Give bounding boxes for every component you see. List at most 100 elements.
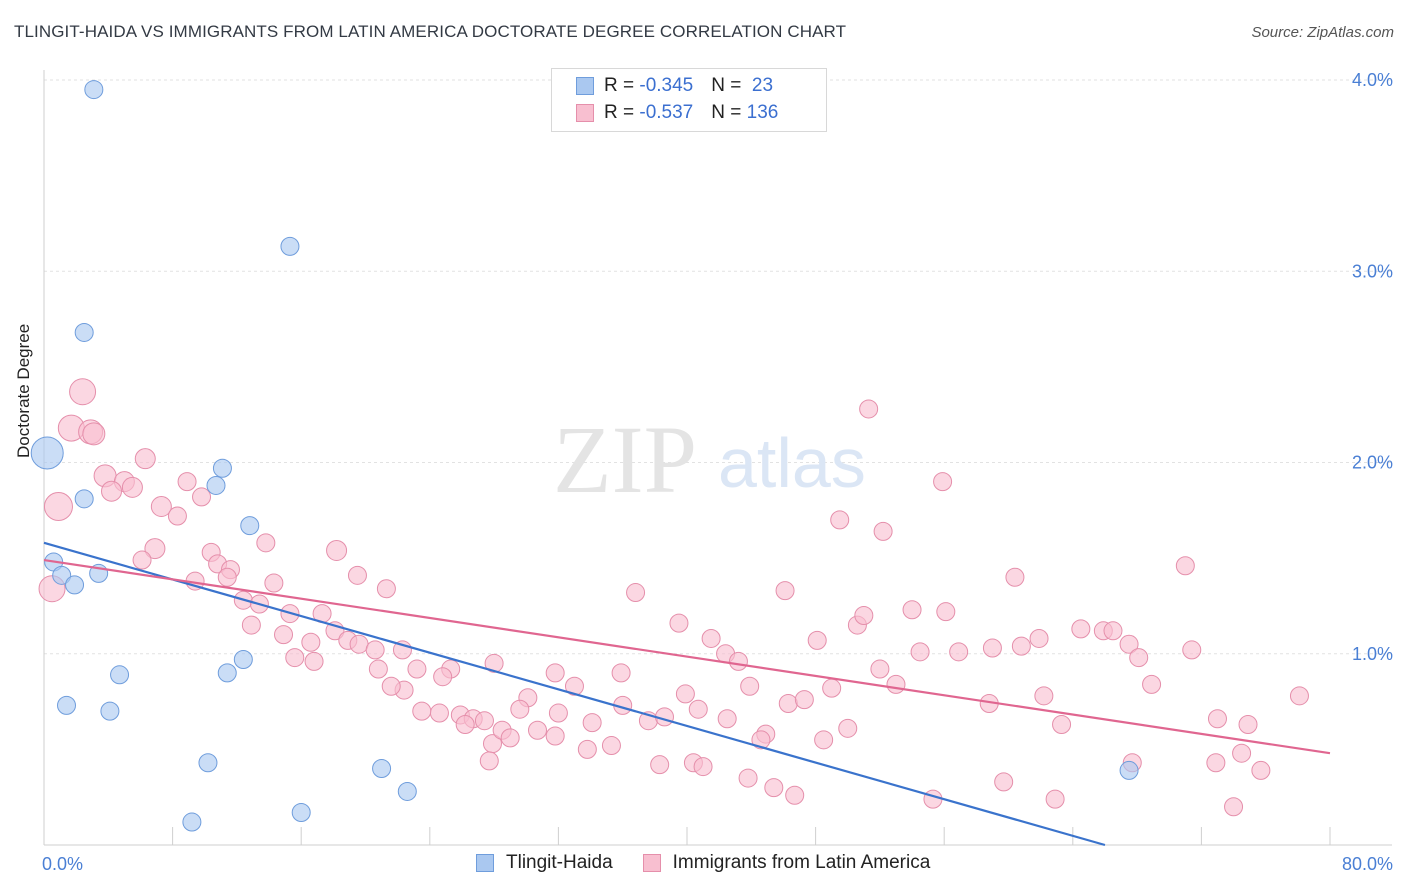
latin-america-point	[982, 638, 1002, 658]
latin-america-point	[177, 472, 197, 492]
latin-america-point	[82, 422, 106, 446]
latin-america-point	[870, 659, 890, 679]
latin-america-point	[785, 785, 805, 805]
tlingit-point	[74, 489, 94, 509]
latin-america-point	[728, 651, 748, 671]
tlingit-point	[30, 436, 64, 470]
latin-america-point	[365, 640, 385, 660]
latin-america-point	[548, 703, 568, 723]
latin-america-point	[923, 789, 943, 809]
watermark-atlas: atlas	[718, 424, 866, 502]
latin-america-point	[455, 715, 475, 735]
legend-swatch-tlingit	[576, 77, 594, 95]
n-value: 136	[746, 102, 779, 123]
legend-row-latin-america: R = -0.537 N = 136	[576, 101, 778, 125]
legend-row-tlingit: R = -0.345 N = 23	[576, 74, 773, 98]
latin-america-point	[1232, 743, 1252, 763]
latin-america-point	[701, 628, 721, 648]
r-label: R =	[604, 102, 640, 123]
latin-america-point	[121, 476, 143, 498]
latin-america-point	[407, 659, 427, 679]
latin-america-point	[433, 667, 453, 687]
latin-america-point	[740, 676, 760, 696]
tlingit-point	[65, 575, 85, 595]
latin-america-point	[134, 448, 156, 470]
latin-america-point	[949, 642, 969, 662]
legend-item-latin-america[interactable]: Immigrants from Latin America	[642, 852, 930, 874]
latin-america-point	[910, 642, 930, 662]
latin-america-point	[577, 739, 597, 759]
y-tick-label: 1.0%	[1352, 644, 1393, 664]
latin-america-point	[301, 632, 321, 652]
latin-america-point	[902, 600, 922, 620]
latin-america-point	[101, 480, 123, 502]
tlingit-point	[1119, 760, 1139, 780]
tlingit-point	[110, 665, 130, 685]
tlingit-point	[280, 236, 300, 256]
latin-america-point	[1238, 715, 1258, 735]
latin-america-point	[285, 648, 305, 668]
latin-america-point	[807, 630, 827, 650]
tlingit-point	[212, 458, 232, 478]
latin-america-point	[794, 690, 814, 710]
latin-america-point	[1029, 628, 1049, 648]
n-label: N =	[711, 102, 747, 123]
latin-america-trend-line	[43, 558, 1331, 755]
latin-america-point	[167, 506, 187, 526]
latin-america-point	[1175, 556, 1195, 576]
latin-america-point	[582, 713, 602, 733]
tlingit-point	[57, 695, 77, 715]
latin-america-point	[854, 606, 874, 625]
x-tick-label-min: 0.0%	[42, 854, 83, 874]
latin-america-point	[347, 565, 367, 585]
legend-label-tlingit: Tlingit-Haida	[506, 852, 613, 873]
latin-america-point	[693, 757, 713, 777]
x-tick-label-max: 80.0%	[1342, 854, 1393, 874]
latin-america-point	[474, 711, 494, 731]
latin-america-point	[1119, 634, 1139, 654]
latin-america-point	[1052, 715, 1072, 735]
latin-america-point	[192, 487, 212, 507]
legend-item-tlingit[interactable]: Tlingit-Haida	[476, 852, 613, 874]
legend-swatch-tlingit	[476, 854, 494, 872]
latin-america-point	[484, 653, 504, 673]
latin-america-point	[994, 772, 1014, 792]
tlingit-point	[291, 802, 311, 822]
latin-america-point	[1005, 567, 1025, 587]
tlingit-point	[198, 753, 218, 773]
latin-america-point	[1206, 753, 1226, 773]
tlingit-point	[74, 322, 94, 342]
trend-lines	[43, 541, 1331, 847]
latin-america-point	[936, 602, 956, 622]
latin-america-point	[669, 613, 689, 633]
series-legend: Tlingit-Haida Immigrants from Latin Amer…	[476, 852, 960, 874]
latin-america-point	[528, 720, 548, 740]
latin-america-point	[814, 730, 834, 750]
latin-america-point	[479, 751, 499, 771]
latin-america-point	[1129, 648, 1149, 668]
latin-america-point	[1011, 636, 1031, 656]
latin-america-point	[1182, 640, 1202, 660]
latin-america-point	[256, 533, 276, 553]
latin-america-point	[510, 699, 530, 719]
latin-america-point	[933, 472, 953, 492]
latin-america-point	[738, 768, 758, 788]
latin-america-point	[304, 651, 324, 671]
latin-america-point	[241, 615, 261, 635]
tlingit-point	[100, 701, 120, 721]
latin-america-point	[1289, 686, 1309, 706]
tlingit-point	[84, 80, 104, 100]
watermark: ZIP atlas	[553, 406, 866, 513]
chart-title: TLINGIT-HAIDA VS IMMIGRANTS FROM LATIN A…	[14, 22, 847, 41]
latin-america-point	[132, 550, 152, 570]
latin-america-point	[859, 399, 879, 419]
tlingit-point	[217, 663, 237, 683]
y-tick-label: 3.0%	[1352, 261, 1393, 281]
latin-america-point	[838, 718, 858, 738]
latin-america-point	[626, 583, 646, 603]
latin-america-point	[717, 709, 737, 729]
y-axis-label: Doctorate Degree	[14, 323, 33, 458]
tlingit-point	[182, 812, 202, 832]
latin-america-point	[381, 676, 401, 696]
latin-america-point	[1207, 709, 1227, 729]
